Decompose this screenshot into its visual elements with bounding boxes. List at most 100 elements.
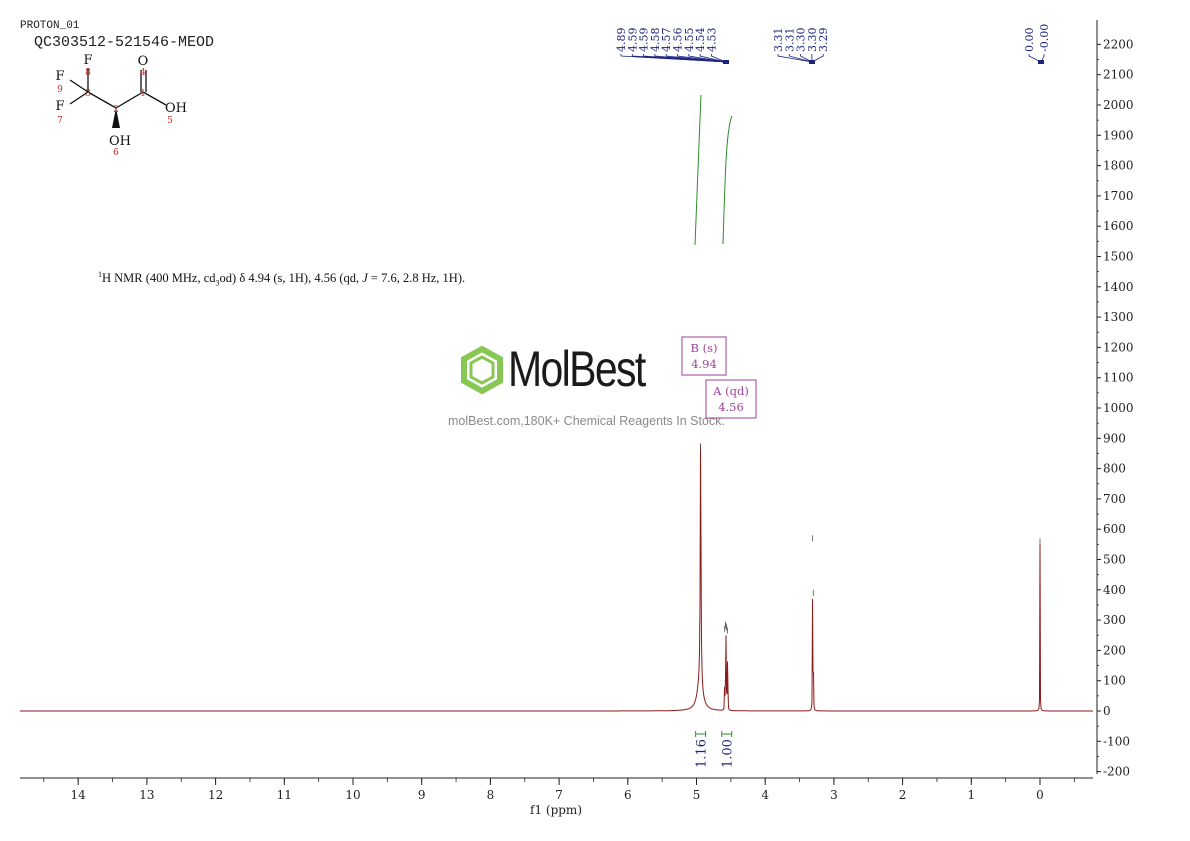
peak-shift-label: 3.29	[817, 28, 830, 53]
peak-shift-label: 3.31	[772, 28, 785, 53]
watermark-brand: MolBest	[508, 341, 646, 397]
atom-number: 5	[167, 116, 173, 126]
spectrum-trace	[20, 443, 1093, 712]
y-tick-label: 2100	[1103, 68, 1134, 82]
peak-connector-node	[723, 60, 729, 64]
atom-number: 3	[85, 89, 91, 99]
integral-value: 1.00	[721, 739, 736, 768]
x-axis-label: f1 (ppm)	[530, 803, 582, 817]
peak-shift-label: 4.57	[660, 28, 673, 53]
atom-number: 2	[113, 105, 119, 115]
x-tick-label: 3	[830, 788, 838, 802]
y-tick-label: 1900	[1103, 128, 1134, 142]
y-tick-label: 600	[1103, 522, 1126, 536]
multiplet-box	[705, 379, 757, 419]
y-tick-label: 100	[1103, 674, 1126, 688]
peak-connector	[677, 54, 727, 63]
integral-curve-a	[722, 115, 733, 245]
x-tick-label: 10	[345, 788, 360, 802]
y-tick-label: 700	[1103, 492, 1126, 506]
atom-number: 6	[113, 148, 119, 158]
atom-symbol: OH	[165, 101, 187, 116]
y-tick-label: 200	[1103, 643, 1126, 657]
multiplet-label: A (qd)	[712, 384, 749, 398]
x-tick-label: 1	[967, 788, 975, 802]
integral-value: 1.16	[695, 739, 710, 768]
x-tick-label: 5	[693, 788, 701, 802]
x-tick-label: 8	[487, 788, 495, 802]
peak-shift-label: 4.55	[683, 28, 696, 53]
peak-connector-node	[1038, 60, 1044, 64]
peak-connector	[711, 54, 727, 63]
peak-connector	[800, 54, 813, 63]
peak-connector	[688, 54, 727, 63]
peak-shift-label: 4.54	[694, 28, 707, 53]
atom-number: 1	[140, 89, 146, 99]
atom-number: 4	[140, 68, 146, 78]
x-tick-label: 9	[418, 788, 426, 802]
x-tick-label: 14	[71, 788, 87, 802]
atom-symbol: O	[138, 54, 149, 69]
watermark-tagline: molBest.com,180K+ Chemical Reagents In S…	[448, 414, 725, 428]
x-tick-label: 4	[761, 788, 769, 802]
peak-shift-label: 4.59	[626, 28, 639, 53]
peak-connector	[788, 54, 813, 63]
peak-connector	[777, 54, 813, 63]
y-tick-label: 1300	[1103, 310, 1134, 324]
x-tick-label: 11	[277, 788, 292, 802]
y-tick-label: 900	[1103, 431, 1126, 445]
sample-name: QC303512-521546-MEOD	[34, 34, 215, 51]
multiplet-shift: 4.56	[718, 400, 744, 414]
peak-shift-label: 3.30	[795, 28, 808, 53]
y-tick-label: 400	[1103, 583, 1126, 597]
integral-curve-b	[694, 94, 702, 246]
peak-shift-label: 4.53	[705, 28, 718, 53]
peak-connector-node	[809, 60, 815, 64]
y-tick-label: 1600	[1103, 219, 1134, 233]
atom-symbol: F	[83, 53, 92, 68]
x-tick-label: 12	[208, 788, 223, 802]
multiplet-label: B (s)	[691, 341, 718, 355]
y-tick-label: 1700	[1103, 189, 1134, 203]
y-tick-label: 0	[1103, 704, 1111, 718]
multiplet-shift: 4.94	[691, 357, 717, 371]
x-tick-label: 13	[139, 788, 154, 802]
y-tick-label: 1000	[1103, 401, 1134, 415]
y-tick-label: 1200	[1103, 340, 1134, 354]
peak-shift-label: 4.89	[615, 28, 628, 53]
peak-connector	[811, 54, 824, 63]
y-tick-label: 800	[1103, 462, 1126, 476]
y-tick-label: 2200	[1103, 37, 1134, 51]
x-tick-label: 0	[1036, 788, 1044, 802]
atom-symbol: F	[55, 69, 64, 84]
y-tick-label: 500	[1103, 553, 1126, 567]
peak-shift-label: 4.56	[672, 28, 685, 53]
peak-shift-label: 3.30	[806, 28, 819, 53]
peak-connector	[665, 54, 727, 63]
multiplet-box	[681, 336, 727, 376]
atom-symbol: OH	[109, 134, 131, 149]
y-tick-label: -200	[1103, 765, 1130, 779]
y-tick-label: 2000	[1103, 98, 1134, 112]
y-tick-label: -100	[1103, 734, 1130, 748]
peak-connector	[699, 54, 727, 63]
y-tick-label: 1800	[1103, 159, 1134, 173]
peak-connector	[1028, 54, 1042, 63]
peak-shift-label: -0.00	[1038, 24, 1051, 52]
benzene-logo-icon	[461, 345, 503, 395]
atom-number: 8	[85, 68, 91, 78]
y-tick-label: 1500	[1103, 250, 1134, 264]
peak-shift-label: 0.00	[1023, 28, 1036, 53]
atom-number: 9	[57, 85, 63, 95]
x-tick-label: 7	[555, 788, 563, 802]
x-tick-label: 6	[624, 788, 632, 802]
peak-shift-label: 4.58	[649, 28, 662, 53]
atom-number: 7	[57, 116, 63, 126]
experiment-name: PROTON_01	[20, 20, 80, 32]
atom-symbol: F	[55, 99, 64, 114]
nmr-description: 1H NMR (400 MHz, cd3od) δ 4.94 (s, 1H), …	[98, 270, 466, 288]
y-tick-label: 1100	[1103, 371, 1134, 385]
peak-shift-label: 3.31	[783, 28, 796, 53]
